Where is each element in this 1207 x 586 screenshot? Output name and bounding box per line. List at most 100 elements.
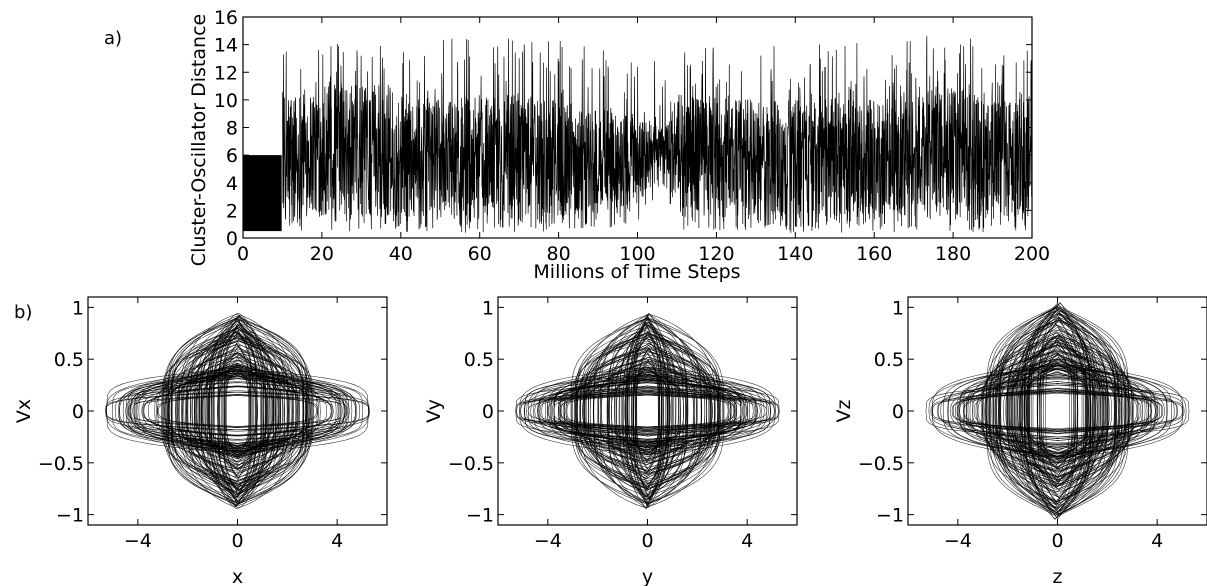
orbit-path: [213, 330, 262, 492]
orbit-path: [987, 357, 1128, 465]
orbit-path: [1037, 302, 1078, 520]
y-tick-label-a: 14: [214, 35, 238, 57]
orbit-path: [593, 317, 702, 505]
orbit-path: [621, 364, 674, 458]
orbit-path: [928, 368, 1187, 454]
orbit-path: [608, 376, 687, 446]
y-axis-label: Vz: [833, 399, 855, 422]
orbit-path: [975, 377, 1140, 445]
orbit-path: [972, 362, 1143, 460]
orbit-path: [559, 378, 736, 444]
orbit-path: [576, 324, 719, 498]
orbit-path: [622, 333, 673, 489]
orbit-path: [204, 353, 271, 469]
orbit-path: [1041, 356, 1074, 466]
orbit-path: [524, 372, 771, 450]
y-tick-label: 1: [72, 297, 84, 319]
x-tick-label: 0: [641, 530, 653, 552]
orbit-path: [1014, 339, 1101, 483]
y-axis-label: Vy: [423, 399, 445, 423]
y-tick-label: −1: [56, 505, 84, 527]
orbit-path: [1010, 347, 1105, 475]
x-tick-label: −4: [124, 530, 152, 552]
orbit-path: [118, 369, 357, 453]
orbit-path: [1024, 354, 1091, 468]
phase-space-z-chart: −4 0 4 1 0.5 0 −0.5 −1 z Vz: [833, 296, 1207, 586]
orbit-path: [1011, 354, 1104, 468]
orbit-path: [584, 334, 711, 488]
orbit-path: [1013, 344, 1102, 478]
orbit-path: [1038, 342, 1077, 480]
y-tick-label-a: 16: [214, 7, 238, 29]
x-tick-label: −4: [944, 530, 972, 552]
orbit-path: [616, 370, 679, 452]
orbit-path: [635, 361, 660, 461]
orbit-path: [609, 313, 686, 509]
panel-label-a: a): [104, 28, 122, 49]
orbit-path: [611, 331, 684, 491]
orbit-path: [1012, 353, 1103, 469]
y-tick-label: −1: [876, 505, 904, 527]
orbit-path: [141, 394, 334, 428]
orbit-path: [999, 364, 1116, 458]
x-axis-label: y: [642, 566, 653, 586]
orbit-path: [111, 373, 364, 449]
x-tick-label-a: 60: [468, 243, 492, 265]
orbit-path: [178, 314, 297, 508]
orbit-path: [940, 381, 1175, 441]
orbit-path: [576, 347, 719, 475]
y-tick-label-a: 10: [214, 90, 238, 112]
orbit-path: [165, 331, 310, 491]
orbit-path: [582, 347, 713, 475]
y-tick-label-a: 2: [226, 200, 238, 222]
x-tick-label: 0: [1051, 530, 1063, 552]
x-tick-label: −4: [534, 530, 562, 552]
orbit-path: [1019, 359, 1096, 463]
orbit-path: [992, 327, 1123, 495]
x-tick-label: 4: [741, 530, 753, 552]
orbit-path: [565, 377, 730, 445]
orbit-path: [985, 350, 1130, 472]
orbit-path: [986, 368, 1129, 454]
x-tick-label-a: 180: [935, 243, 971, 265]
orbit-path: [527, 393, 768, 429]
x-tick-label: 4: [1151, 530, 1163, 552]
orbit-path: [106, 366, 369, 456]
orbit-path: [937, 390, 1178, 432]
x-tick-label-a: 0: [237, 243, 249, 265]
orbit-path: [1043, 337, 1072, 485]
orbit-path: [562, 388, 733, 434]
y-tick-label-a: 6: [226, 145, 238, 167]
orbit-path: [541, 388, 754, 434]
orbit-path: [210, 325, 265, 497]
orbit-path: [566, 392, 729, 430]
orbit-path: [956, 388, 1159, 434]
orbit-path: [165, 364, 310, 458]
orbit-path: [202, 359, 273, 463]
orbit-path: [106, 370, 369, 452]
y-tick-label: 0: [892, 401, 904, 423]
x-tick-label-a: 200: [1014, 243, 1050, 265]
orbit-path: [579, 360, 716, 462]
x-tick-label: 4: [331, 530, 343, 552]
orbit-path: [156, 395, 319, 427]
orbit-path: [959, 372, 1156, 450]
orbit-path: [577, 358, 718, 464]
orbit-path: [199, 318, 276, 504]
orbit-path: [1027, 370, 1088, 452]
x-tick-label-a: 140: [777, 243, 813, 265]
orbit-path: [114, 382, 361, 440]
orbit-path: [175, 373, 300, 449]
orbit-path: [965, 373, 1150, 449]
orbit-path: [560, 389, 735, 433]
x-tick-label-a: 20: [310, 243, 334, 265]
orbit-path: [589, 356, 706, 466]
orbit-path: [549, 376, 746, 446]
y-tick-label: −1: [466, 505, 494, 527]
y-tick-label: −0.5: [858, 453, 904, 475]
orbit-trajectories: [925, 301, 1190, 521]
x-tick-label-a: 160: [856, 243, 892, 265]
orbit-path: [607, 325, 688, 497]
orbit-path: [563, 373, 732, 449]
orbit-path: [135, 374, 340, 448]
